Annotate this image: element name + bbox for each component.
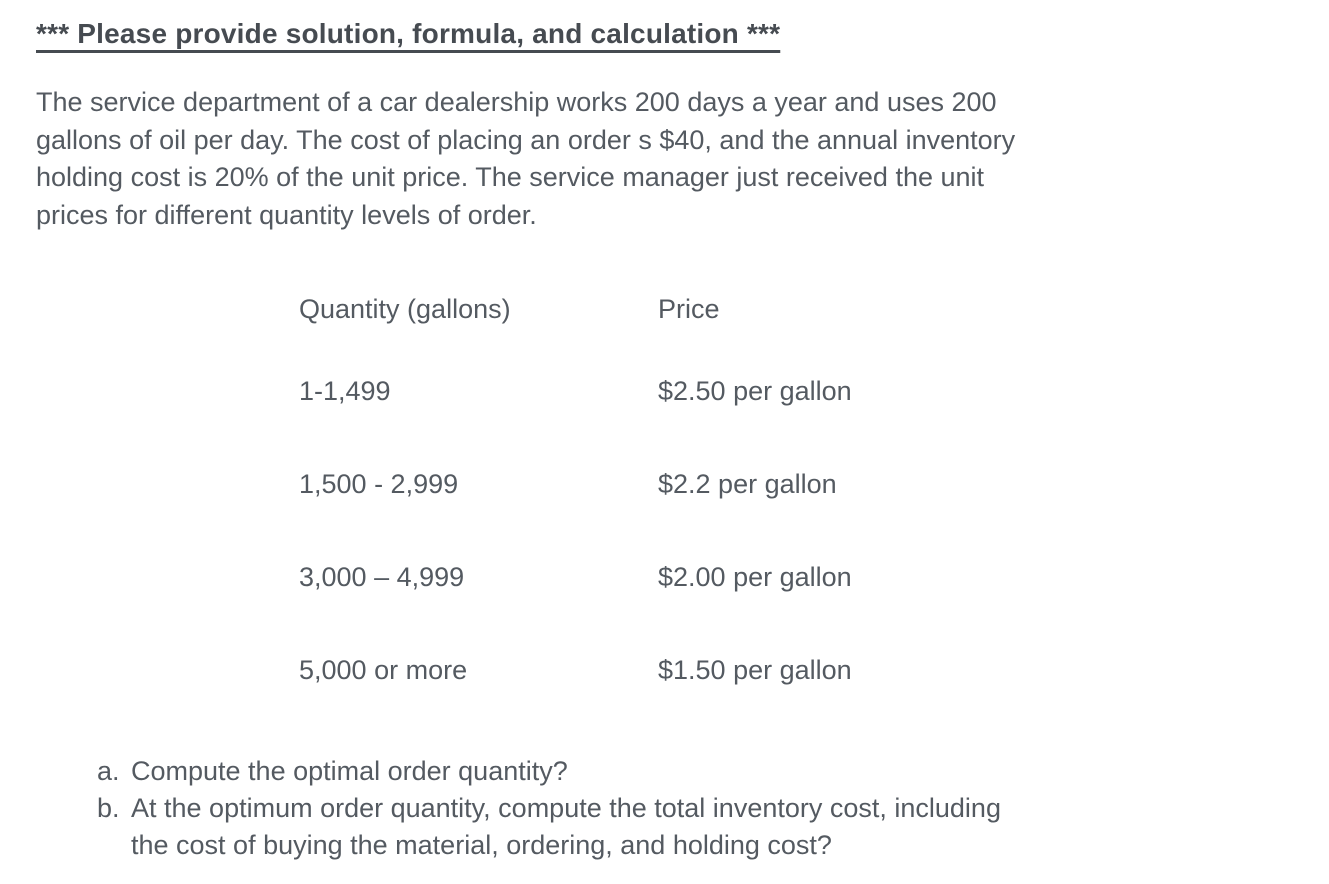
question-text: At the optimum order quantity, compute t…: [131, 790, 1001, 864]
problem-line: holding cost is 20% of the unit price. T…: [36, 162, 985, 192]
price-cell: $1.50 per gallon: [658, 655, 852, 685]
problem-line: prices for different quantity levels of …: [36, 199, 537, 230]
question-label: b.: [97, 793, 120, 823]
question-label: a.: [97, 756, 120, 786]
quantity-cell: 1-1,499: [299, 376, 391, 406]
question-line: At the optimum order quantity, compute t…: [131, 793, 1001, 823]
column-header-price: Price: [658, 294, 720, 324]
price-cell: $2.50 per gallon: [658, 376, 852, 406]
table-row: 3,000 – 4,999 $2.00 per gallon: [299, 559, 1289, 596]
question-item-a: a. Compute the optimal order quantity?: [97, 753, 1289, 790]
quantity-cell: 3,000 – 4,999: [299, 562, 465, 592]
price-table: Quantity (gallons) Price 1-1,499 $2.50 p…: [299, 291, 1289, 689]
price-cell: $2.2 per gallon: [658, 469, 837, 499]
table-header-row: Quantity (gallons) Price: [299, 291, 1289, 328]
problem-line: gallons of oil per day. The cost of plac…: [36, 124, 1016, 155]
question-line: the cost of buying the material, orderin…: [131, 830, 832, 860]
quantity-cell: 1,500 - 2,999: [299, 469, 459, 499]
problem-statement: The service department of a car dealersh…: [36, 84, 1289, 234]
table-row: 1,500 - 2,999 $2.2 per gallon: [299, 466, 1289, 503]
table-row: 5,000 or more $1.50 per gallon: [299, 652, 1289, 689]
price-cell: $2.00 per gallon: [658, 562, 852, 592]
column-header-quantity: Quantity (gallons): [299, 294, 511, 324]
question-line: Compute the optimal order quantity?: [131, 756, 568, 786]
problem-line: The service department of a car dealersh…: [36, 87, 997, 117]
question-item-b: b. At the optimum order quantity, comput…: [97, 790, 1289, 864]
page-title: *** Please provide solution, formula, an…: [36, 18, 781, 49]
question-list: a. Compute the optimal order quantity? b…: [97, 753, 1289, 864]
quantity-cell: 5,000 or more: [299, 655, 468, 685]
question-text: Compute the optimal order quantity?: [131, 753, 568, 790]
table-row: 1-1,499 $2.50 per gallon: [299, 373, 1289, 410]
